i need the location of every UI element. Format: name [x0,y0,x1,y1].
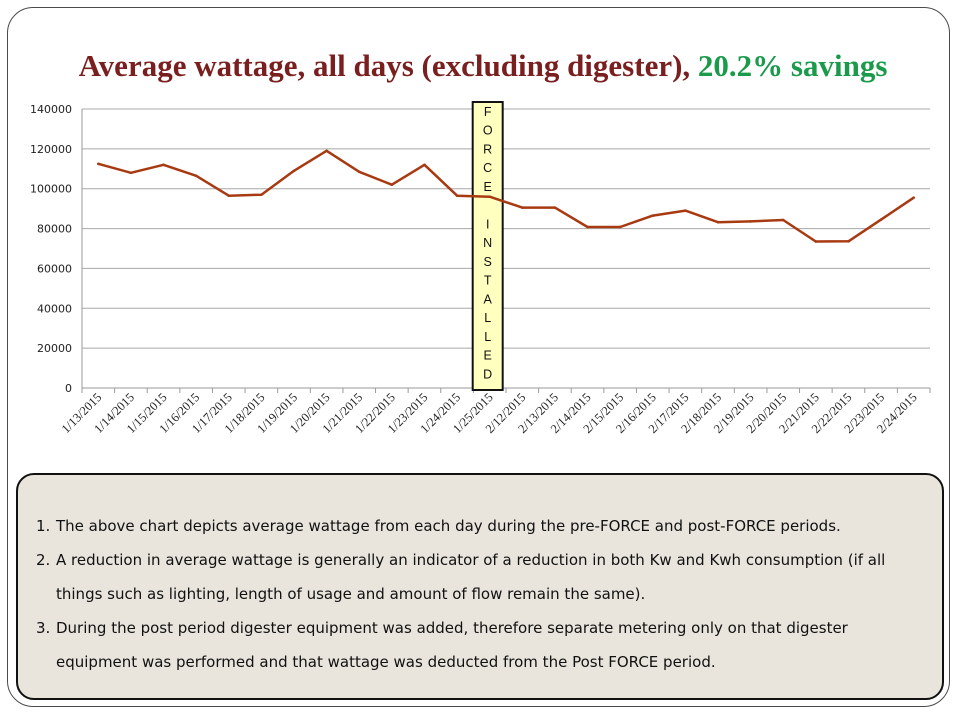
data-point [292,169,296,173]
notes-box: 1. The above chart depicts average wattag… [16,473,944,700]
annotation-letter: E [484,180,492,194]
data-point [194,174,198,178]
data-point [618,225,622,229]
series-line [97,149,915,243]
annotation-letter: S [484,255,492,269]
chart-title: Average wattage, all days (excluding dig… [0,48,960,84]
data-point [781,218,785,222]
data-point [553,206,557,209]
note-number: 2. [36,551,51,569]
note-item: 1. The above chart depicts average wattag… [36,509,926,543]
data-point [847,240,850,243]
note-text: During the post period digester equipmen… [56,619,848,671]
data-point [749,220,752,223]
data-point [390,183,394,187]
title-main: Average wattage, all days (excluding dig… [78,48,698,83]
data-point [716,220,720,224]
data-point [814,240,818,243]
y-tick-label: 60000 [37,262,72,275]
data-point [684,209,687,212]
data-point [325,149,328,153]
force-installed-box [471,101,504,391]
annotation-letter: E [484,349,492,363]
y-tick-label: 20000 [37,342,72,355]
title-savings: 20.2% savings [697,48,888,83]
annotation-letter: O [483,124,493,138]
data-point [912,196,915,199]
data-point [455,194,459,197]
note-text: The above chart depicts average wattage … [56,517,841,535]
data-point [357,170,361,174]
annotation-letter: A [484,292,493,306]
y-tick-label: 120000 [30,143,72,156]
data-point [423,163,426,167]
data-point [227,194,231,197]
notes-list: 1. The above chart depicts average wattag… [36,509,926,679]
annotation-letter: T [484,274,492,288]
data-point [521,206,524,209]
note-number: 1. [36,517,51,535]
annotation-letter: C [483,161,492,175]
data-point [162,163,165,167]
data-point [129,171,133,175]
note-item: 3. During the post period digester equipm… [36,611,926,679]
data-point [488,195,491,198]
y-tick-label: 140000 [30,103,72,116]
data-point [97,162,100,166]
note-number: 3. [36,619,51,637]
note-item: 2. A reduction in average wattage is gene… [36,543,926,611]
y-tick-label: 40000 [37,302,72,315]
annotation-letter: L [484,311,491,325]
annotation-letter: N [483,236,492,250]
y-tick-label: 80000 [37,223,72,236]
annotation-letter: I [486,217,489,231]
annotation-letter: R [483,142,492,156]
data-point [651,214,655,217]
annotation-letter: L [484,330,491,344]
y-tick-label: 0 [65,382,72,395]
data-point [879,218,883,221]
line-chart: 0200004000060000800001000001200001400001… [30,101,931,436]
annotation-letter: D [483,367,492,381]
data-point [586,225,589,229]
note-text: A reduction in average wattage is genera… [56,551,886,603]
data-point [260,193,263,196]
annotation-letter: F [484,105,492,119]
y-tick-label: 100000 [30,183,72,196]
